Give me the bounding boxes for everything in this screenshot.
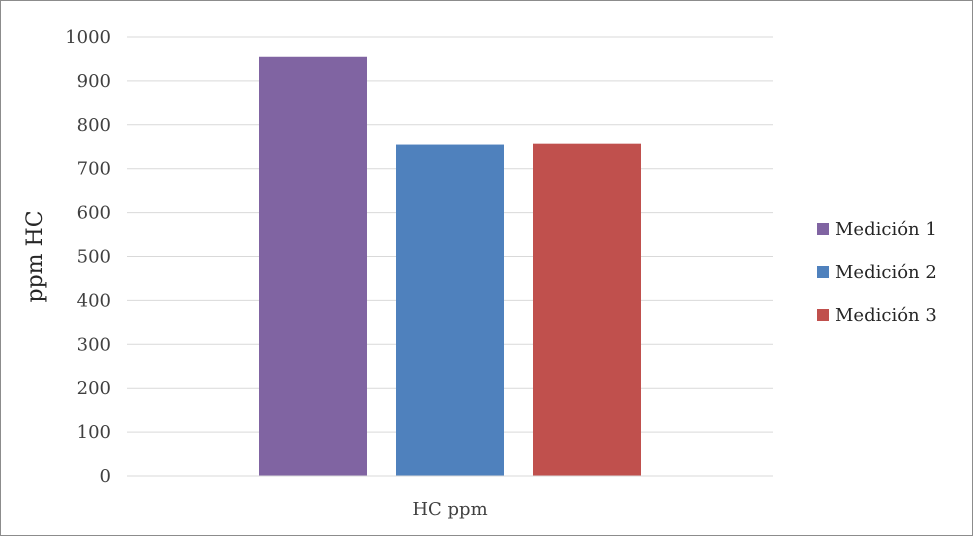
legend-swatch bbox=[817, 266, 829, 278]
bars bbox=[259, 56, 641, 476]
gridlines bbox=[127, 36, 773, 433]
y-tick-label: 500 bbox=[77, 247, 111, 268]
y-tick-label: 0 bbox=[100, 466, 111, 487]
x-tick-label: HC ppm bbox=[412, 499, 487, 520]
y-tick-label: 400 bbox=[77, 290, 111, 311]
y-tick-label: 900 bbox=[77, 71, 111, 92]
y-tick-label: 200 bbox=[77, 378, 111, 399]
legend-swatch bbox=[817, 309, 829, 321]
y-tick-label: 700 bbox=[77, 159, 111, 180]
x-axis-tick-labels: HC ppm bbox=[412, 499, 487, 520]
legend-label: Medición 3 bbox=[835, 305, 937, 326]
legend-label: Medición 1 bbox=[835, 219, 937, 240]
legend-label: Medición 2 bbox=[835, 262, 937, 283]
legend-swatch bbox=[817, 223, 829, 235]
y-tick-label: 600 bbox=[77, 203, 111, 224]
bar-3 bbox=[533, 143, 641, 476]
y-tick-label: 100 bbox=[77, 422, 111, 443]
y-tick-label: 300 bbox=[77, 334, 111, 355]
bar-1 bbox=[259, 56, 367, 476]
legend: Medición 1 Medición 2 Medición 3 bbox=[817, 219, 937, 326]
y-axis-title: ppm HC bbox=[23, 210, 48, 302]
y-tick-label: 800 bbox=[77, 115, 111, 136]
bar-2 bbox=[396, 144, 504, 476]
y-axis-tick-labels: 0 100 200 300 400 500 600 700 800 900 1000 bbox=[65, 27, 111, 487]
y-tick-label: 1000 bbox=[65, 27, 111, 48]
